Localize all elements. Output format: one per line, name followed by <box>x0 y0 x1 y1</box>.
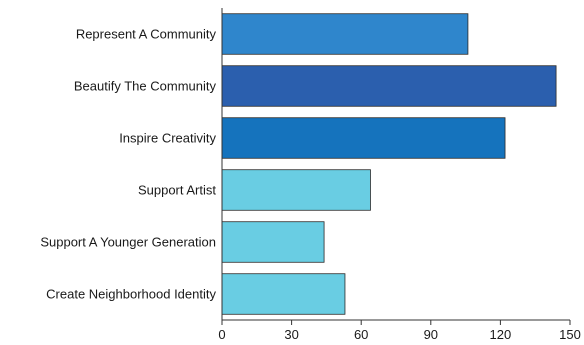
bars-group <box>221 13 557 315</box>
bar-create-neighborhood-identity <box>221 273 346 315</box>
category-labels: Represent A Community Beautify The Commun… <box>40 27 216 302</box>
category-label: Inspire Creativity <box>119 131 216 146</box>
bar-beautify-the-community <box>221 65 557 107</box>
category-label: Support A Younger Generation <box>40 235 216 250</box>
x-axis-ticks: 0 30 60 90 120 150 <box>218 320 581 342</box>
bar-inspire-creativity <box>221 117 506 159</box>
bar-support-artist <box>221 169 371 211</box>
category-label: Create Neighborhood Identity <box>46 287 216 302</box>
category-label: Beautify The Community <box>74 79 217 94</box>
category-label: Represent A Community <box>76 27 217 42</box>
x-tick-label: 150 <box>559 327 581 342</box>
x-tick-label: 30 <box>284 327 298 342</box>
x-tick-label: 90 <box>424 327 438 342</box>
x-tick-label: 120 <box>490 327 512 342</box>
x-tick-label: 0 <box>218 327 225 342</box>
x-tick-label: 60 <box>354 327 368 342</box>
category-label: Support Artist <box>138 183 216 198</box>
bar-support-a-younger-generation <box>221 221 325 263</box>
bar-represent-a-community <box>221 13 469 55</box>
